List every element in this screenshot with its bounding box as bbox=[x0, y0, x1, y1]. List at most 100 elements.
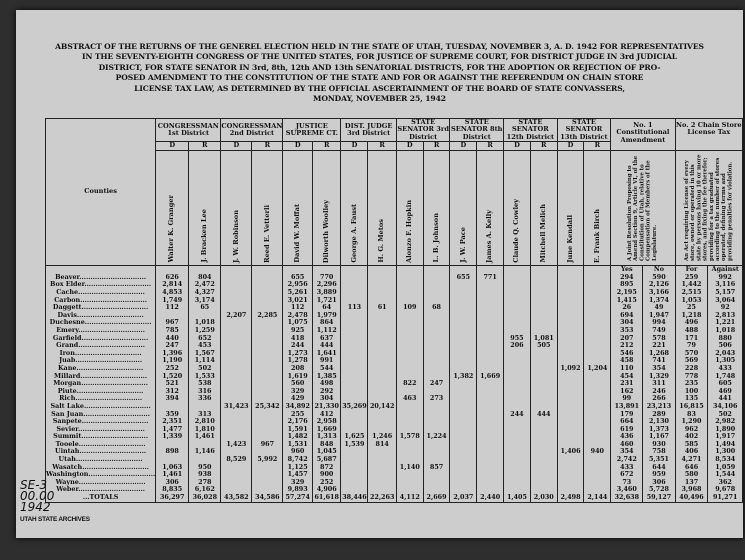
vote-count bbox=[449, 448, 478, 457]
county-label: Kane bbox=[58, 364, 77, 372]
leader-dots: .............................. bbox=[74, 349, 142, 357]
vote-count: 1,947 bbox=[642, 311, 676, 320]
vote-count bbox=[476, 410, 505, 419]
county-name: Daggett.............................. bbox=[44, 304, 157, 312]
county-name: Davis.............................. bbox=[44, 311, 157, 320]
vote-count: 652 bbox=[188, 334, 222, 343]
vote-count: 655 bbox=[449, 273, 478, 282]
vote-count bbox=[422, 418, 451, 426]
vote-count: 137 bbox=[674, 478, 709, 487]
vote-count bbox=[583, 273, 612, 282]
vote-count bbox=[395, 402, 424, 411]
vote-count bbox=[449, 456, 478, 464]
vote-count bbox=[529, 478, 558, 487]
vote-count bbox=[422, 456, 451, 464]
vote-count: 454 bbox=[610, 372, 644, 381]
county-name: Salt Lake.............................. bbox=[44, 402, 157, 411]
county-name: Kane.............................. bbox=[44, 364, 157, 373]
vote-count: 441 bbox=[707, 395, 743, 403]
vote-count: 20,142 bbox=[367, 402, 397, 411]
vote-count bbox=[220, 304, 253, 312]
party-header: R bbox=[312, 141, 342, 151]
vote-count bbox=[503, 380, 531, 388]
candidate-name: H. G. Metos bbox=[377, 219, 386, 263]
vote-count bbox=[220, 486, 253, 495]
vote-count bbox=[340, 448, 369, 457]
candidate-name: Alonzo F. Hopkin bbox=[405, 199, 414, 263]
vote-count: 955 bbox=[503, 334, 531, 343]
vote-count: 444 bbox=[312, 342, 342, 350]
county-label: Garfield bbox=[52, 334, 82, 342]
vote-count bbox=[556, 334, 585, 343]
vote-count bbox=[449, 433, 478, 441]
vote-count bbox=[529, 349, 558, 358]
vote-count: 244 bbox=[282, 342, 314, 350]
vote-count: 1,423 bbox=[220, 440, 253, 449]
vote-count: 694 bbox=[610, 311, 644, 320]
blank-cell bbox=[155, 265, 190, 274]
vote-count bbox=[583, 326, 612, 335]
vote-count: 967 bbox=[155, 319, 190, 327]
county-label: Millard bbox=[54, 372, 81, 380]
vote-count bbox=[251, 304, 284, 312]
vote-count bbox=[529, 357, 558, 365]
vote-count: 1,979 bbox=[312, 311, 342, 320]
vote-count: 580 bbox=[674, 471, 709, 479]
vote-count bbox=[556, 486, 585, 495]
leader-dots: .............................. bbox=[81, 334, 149, 342]
county-name: Weber.............................. bbox=[44, 486, 157, 495]
leader-dots: .............................. bbox=[75, 357, 143, 365]
total-count: 59,127 bbox=[642, 494, 676, 503]
vote-count: 278 bbox=[188, 478, 222, 487]
vote-count bbox=[503, 273, 531, 282]
vote-count: 1,477 bbox=[155, 425, 190, 434]
vote-count bbox=[529, 296, 558, 305]
vote-count bbox=[529, 448, 558, 457]
county-name: Sanpete.............................. bbox=[44, 418, 157, 426]
vote-count: 655 bbox=[282, 273, 314, 282]
vote-count bbox=[503, 471, 531, 479]
vote-count: 2,956 bbox=[282, 281, 314, 289]
vote-count bbox=[476, 471, 505, 479]
vote-count: 312 bbox=[155, 387, 190, 396]
vote-count: 1,890 bbox=[707, 425, 743, 434]
vote-count bbox=[476, 342, 505, 350]
vote-count: 991 bbox=[312, 357, 342, 365]
vote-count: 311 bbox=[642, 380, 676, 388]
vote-count bbox=[503, 463, 531, 472]
vote-count bbox=[476, 425, 505, 434]
vote-count bbox=[449, 471, 478, 479]
vote-count: 637 bbox=[312, 334, 342, 343]
vote-count: 488 bbox=[674, 326, 709, 335]
candidate-name: Claude Q. Cowley bbox=[512, 199, 521, 263]
vote-count: 252 bbox=[155, 364, 190, 373]
vote-count bbox=[556, 357, 585, 365]
vote-count bbox=[367, 342, 397, 350]
vote-count bbox=[476, 304, 505, 312]
county-name: Piute.............................. bbox=[44, 387, 157, 396]
vote-choice-header: For bbox=[674, 265, 709, 274]
vote-count bbox=[340, 319, 369, 327]
vote-count bbox=[395, 456, 424, 464]
county-name: Juab.............................. bbox=[44, 357, 157, 365]
vote-count bbox=[503, 418, 531, 426]
handwritten-note: SE-3 00.00 1942 bbox=[20, 479, 54, 513]
vote-count: 1,461 bbox=[188, 433, 222, 441]
vote-count bbox=[340, 273, 369, 282]
vote-count: 444 bbox=[529, 410, 558, 419]
county-label: Washington bbox=[46, 471, 89, 479]
vote-count bbox=[220, 395, 253, 403]
vote-count bbox=[395, 296, 424, 305]
vote-count bbox=[583, 311, 612, 320]
total-count: 2,144 bbox=[583, 494, 612, 503]
vote-count bbox=[220, 281, 253, 289]
vote-count: 1,092 bbox=[556, 364, 585, 373]
vote-count: 354 bbox=[610, 448, 644, 457]
vote-count bbox=[503, 448, 531, 457]
vote-count bbox=[395, 471, 424, 479]
county-label: Duchesne bbox=[49, 319, 85, 327]
candidate-name: J. W. Pace bbox=[458, 227, 467, 263]
vote-count: 3,460 bbox=[610, 486, 644, 495]
vote-count bbox=[340, 326, 369, 335]
total-count: 36,028 bbox=[188, 494, 222, 503]
